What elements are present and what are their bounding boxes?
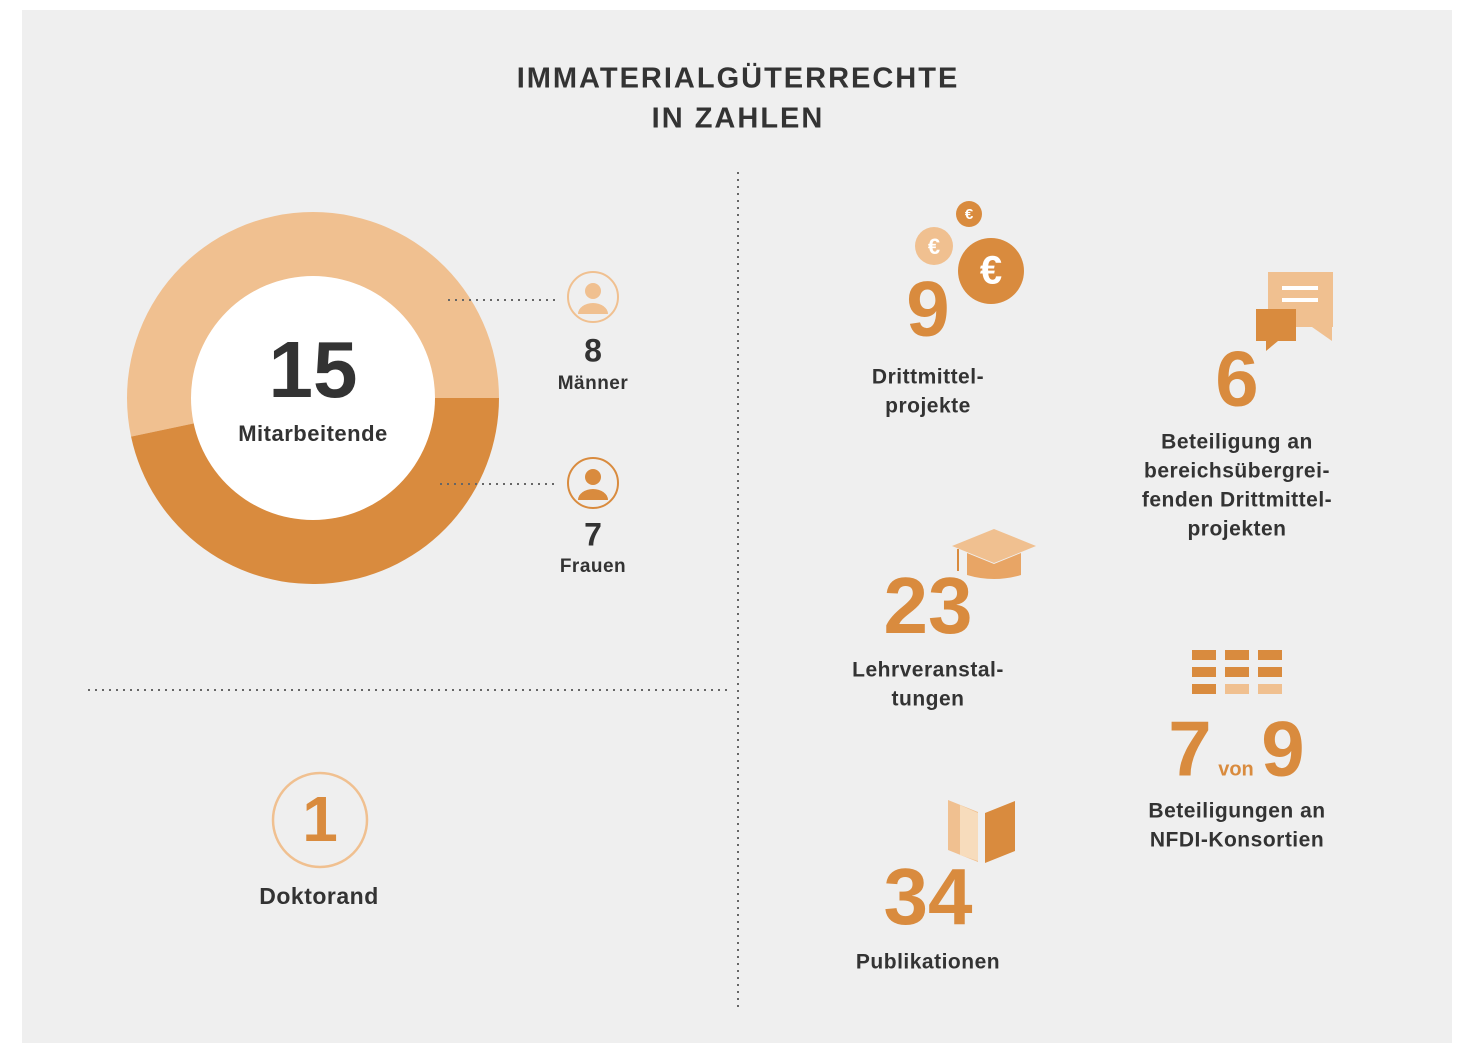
- svg-text:€: €: [980, 249, 1002, 293]
- stat-label: bereichsübergrei-: [1144, 460, 1330, 483]
- stat-label: Publikationen: [856, 951, 1000, 974]
- euro-icon: € € €: [915, 201, 1024, 304]
- stat-label: Beteiligung an: [1161, 431, 1313, 454]
- cap-icon: [952, 529, 1036, 579]
- stat-label: tungen: [892, 688, 965, 711]
- donut-segment: [131, 398, 500, 585]
- donut: [127, 212, 500, 585]
- book-icon: [948, 800, 1015, 863]
- stat-value: 7: [1168, 705, 1211, 793]
- stat-value: 9: [906, 265, 949, 353]
- total-label: Mitarbeitende: [238, 421, 388, 446]
- title: IN ZAHLEN: [652, 103, 825, 135]
- person-icon: [567, 457, 619, 509]
- stat-label: NFDI-Konsortien: [1150, 829, 1324, 852]
- stat-label: Beteiligungen an: [1148, 800, 1325, 823]
- stat-label: fenden Drittmittel-: [1142, 489, 1332, 512]
- stat-label: Drittmittel-: [872, 366, 984, 389]
- stat-value: 23: [884, 561, 973, 650]
- svg-text:€: €: [965, 206, 974, 223]
- men-value: 8: [584, 332, 602, 368]
- stat-value: 34: [884, 852, 973, 941]
- badge: [271, 771, 369, 869]
- women-label: Frauen: [560, 556, 626, 577]
- stat-total: 9: [1261, 705, 1304, 793]
- stat-label: Lehrveranstal-: [852, 659, 1004, 682]
- svg-text:€: €: [928, 234, 940, 259]
- stat-label: projekten: [1187, 518, 1286, 541]
- grid-icon: [1192, 650, 1282, 694]
- doctoral-label: Doktorand: [259, 883, 379, 909]
- donut-hole: [191, 276, 435, 520]
- doctoral-value: 1: [302, 783, 338, 855]
- stat-value: 6: [1215, 335, 1258, 423]
- total-value: 15: [269, 325, 358, 414]
- title: IMMATERIALGÜTERRECHTE: [517, 62, 960, 95]
- stat-label: projekte: [885, 395, 971, 418]
- men-label: Männer: [558, 373, 629, 394]
- person-icon: [567, 271, 619, 323]
- women-value: 7: [584, 516, 602, 552]
- chat-icon: [1256, 272, 1333, 351]
- donut-segment: [127, 212, 499, 437]
- stat-connector: von: [1218, 758, 1254, 780]
